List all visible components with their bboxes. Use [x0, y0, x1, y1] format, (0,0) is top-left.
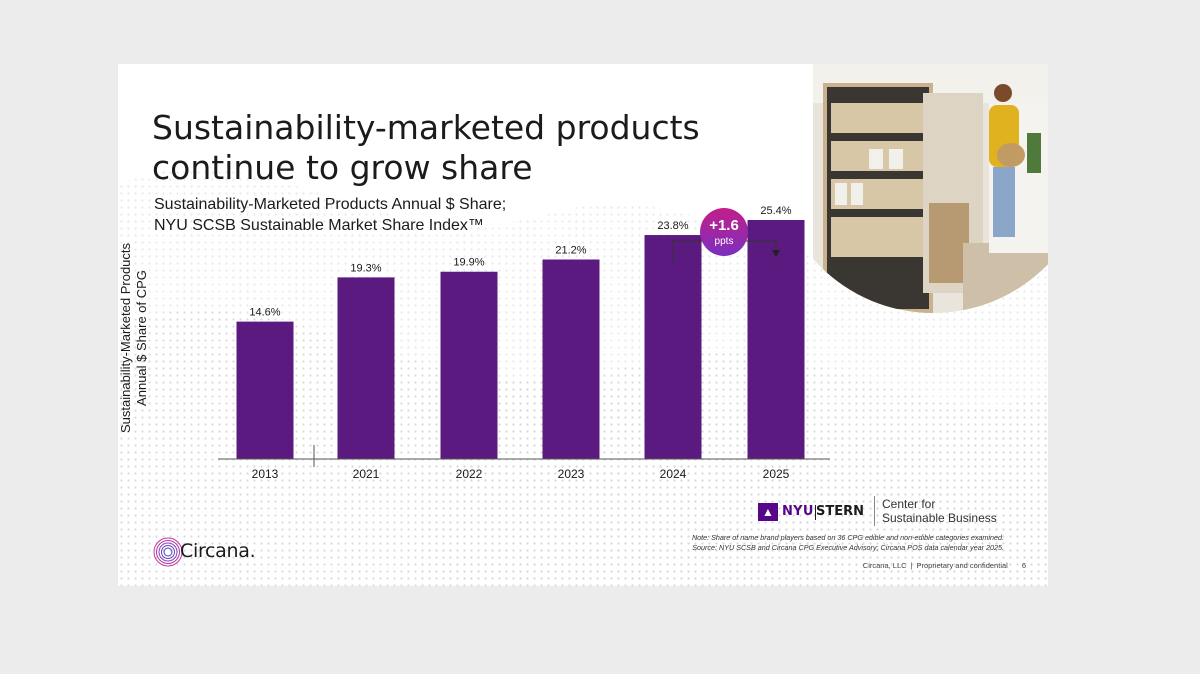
data-label-2022: 19.9%: [453, 257, 484, 269]
bar-2022: [440, 271, 498, 459]
data-label-2013: 14.6%: [249, 307, 280, 319]
page-number: 6: [1021, 561, 1026, 570]
stern-wordmark: STERN: [816, 504, 865, 519]
subtitle-line-1: Sustainability-Marketed Products Annual …: [154, 196, 507, 213]
note-line-2: Source: NYU SCSB and Circana CPG Executi…: [692, 543, 1004, 552]
slide: Sustainability-marketed products continu…: [118, 64, 1048, 586]
circana-logo-icon: [153, 537, 183, 567]
note-line-1: Note: Share of name brand players based …: [691, 533, 1004, 542]
source-note: Note: Share of name brand players based …: [584, 533, 1004, 553]
center-name: Center for Sustainable Business: [882, 497, 997, 525]
callout-circle: [700, 208, 748, 256]
x-tick-2023: 2023: [558, 467, 585, 481]
bar-chart: 14.6% 2013 19.3% 2021 19.9% 2022 21.2% 2023 23.8…: [218, 205, 830, 481]
x-tick-2013: 2013: [252, 467, 279, 481]
callout-arrowhead: [772, 250, 780, 257]
x-tick-2022: 2022: [456, 467, 483, 481]
data-label-2024: 23.8%: [657, 220, 688, 232]
slide-footer: Circana, LLC | Proprietary and confidentia…: [863, 561, 1026, 570]
nyu-separator: [815, 505, 816, 520]
x-tick-2024: 2024: [660, 467, 687, 481]
nyu-stern-logo: ▲ NYU STERN Center for Sustainable Busin…: [758, 496, 1028, 532]
bar-2013: [236, 321, 294, 459]
footer-company: Circana, LLC: [862, 561, 907, 570]
nyu-wordmark: NYU: [782, 504, 814, 519]
callout-unit: ppts: [715, 236, 734, 247]
data-label-2021: 19.3%: [350, 262, 381, 274]
circana-wordmark: Circana.: [180, 540, 256, 562]
chart-subtitle: Sustainability-Marketed Products Annual …: [154, 194, 714, 236]
callout-value: +1.6: [709, 217, 739, 234]
page-title: Sustainability-marketed products continu…: [152, 108, 792, 188]
subtitle-line-2: NYU SCSB Sustainable Market Share Index™: [154, 217, 484, 234]
footer-pipe: |: [910, 561, 913, 570]
growth-callout: +1.6 ppts: [672, 208, 780, 263]
circana-logo: Circana.: [152, 534, 292, 570]
bar-2021: [337, 277, 395, 459]
title-line-1: Sustainability-marketed products: [152, 108, 700, 147]
center-line-1: Center for: [882, 497, 936, 511]
torch-icon: ▲: [758, 503, 778, 521]
data-label-2023: 21.2%: [555, 245, 586, 257]
data-label-2025: 25.4%: [760, 205, 791, 217]
bar-2024: [644, 235, 702, 459]
bar-2023: [542, 259, 600, 459]
shopper-photo: [813, 64, 1048, 319]
shopper-photo-illustration: [813, 64, 1048, 313]
x-tick-2025: 2025: [763, 467, 790, 481]
bar-2025: [747, 219, 805, 459]
footer-confidential: Proprietary and confidential: [916, 561, 1008, 570]
center-line-2: Sustainable Business: [882, 511, 997, 525]
title-line-2: continue to grow share: [152, 148, 533, 187]
center-divider: [874, 496, 875, 526]
x-tick-2021: 2021: [353, 467, 380, 481]
